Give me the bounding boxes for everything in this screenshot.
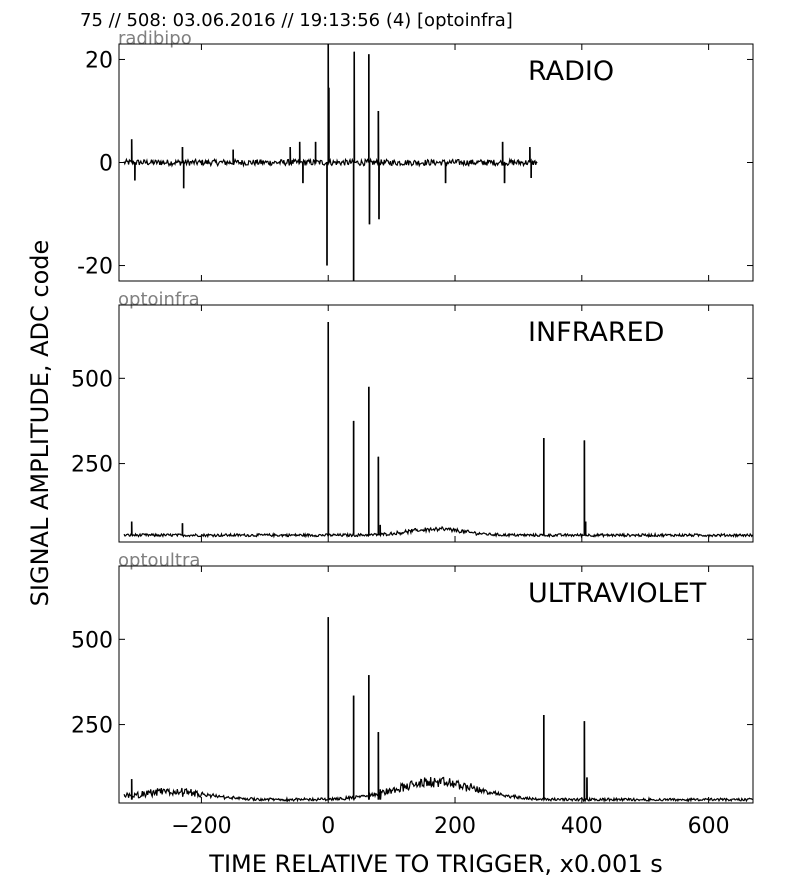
y-tick-label: 500 [71,367,113,392]
y-tick-label: 250 [71,453,113,478]
y-axis-label: SIGNAL AMPLITUDE, ADC code [26,240,54,607]
signal-trace [123,617,753,803]
y-tick-label: 20 [85,48,113,73]
y-tick-label: 0 [99,152,113,177]
signal-trace [123,43,538,282]
channel-label: optoultra [118,550,200,571]
y-tick-label: -20 [77,255,113,280]
panel-radio: radibipo RADIO 20 0 -20 [77,28,754,282]
channel-label: radibipo [118,28,192,49]
x-tick-label: −200 [171,814,231,839]
panel-ultraviolet: optoultra ULTRAVIOLET 500 250 [71,550,754,804]
channel-label: optoinfra [118,289,200,310]
figure-header: 75 // 508: 03.06.2016 // 19:13:56 (4) [o… [80,10,513,31]
panel-infrared: optoinfra INFRARED 500 250 [71,289,754,543]
y-tick-label: 250 [71,714,113,739]
plot-frame [118,565,754,804]
x-tick-label: 600 [688,814,730,839]
plot-frame [118,304,754,543]
panel-title: ULTRAVIOLET [528,578,707,609]
x-tick-label: 0 [321,814,335,839]
panel-title: INFRARED [528,317,664,348]
x-tick-label: 400 [561,814,603,839]
x-tick-label: 200 [434,814,476,839]
x-axis-label: TIME RELATIVE TO TRIGGER, x0.001 s [208,850,662,878]
panel-title: RADIO [528,56,614,87]
y-tick-label: 500 [71,628,113,653]
signal-trace [123,322,754,539]
